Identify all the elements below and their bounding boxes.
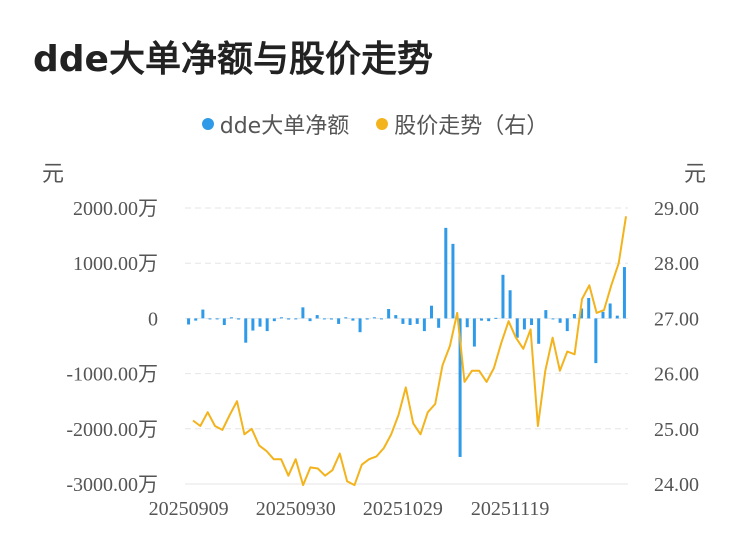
bar [344,317,348,319]
bar [508,290,512,319]
right-axis-tick-label: 27.00 [654,308,699,330]
right-axis-tick-label: 29.00 [654,198,699,220]
bar [329,318,333,320]
bar [422,318,426,332]
x-axis-tick-label: 20251119 [471,498,550,520]
bar [265,318,269,332]
bar [444,227,448,319]
legend-label-dde: dde大单净额 [219,114,350,139]
bar [551,318,555,320]
bar [544,310,548,319]
bar [215,318,219,320]
chart-legend: dde大单净额 股价走势（右） [0,108,750,140]
bar [515,318,519,338]
bar [587,297,591,319]
bar [594,318,598,364]
bar [487,318,491,322]
bar [229,317,233,319]
bar [608,303,612,319]
bar [208,318,212,320]
x-axis-tick-label: 20251029 [363,498,443,520]
left-axis-tick-label: -1000.00万 [66,364,158,386]
bar [387,309,391,319]
bar [315,315,319,319]
bar [472,318,476,347]
chart-title: dde大单净额与股价走势 [33,39,433,80]
bar [237,318,241,320]
left-axis-tick-label: -3000.00万 [66,474,158,496]
bar [358,318,362,333]
bar [480,318,484,321]
bar [565,318,569,332]
bar [379,318,383,320]
bar [601,311,605,319]
x-axis-tick-label: 20250909 [149,498,229,520]
bar [187,318,191,325]
bar [558,318,562,323]
right-axis-tick-label: 24.00 [654,474,699,496]
bar [415,318,419,324]
bar [258,318,262,327]
left-axis-tick-label: 1000.00万 [73,253,158,275]
legend-dot-dde [201,118,214,130]
legend-dot-price [376,118,389,130]
bar [501,274,505,319]
bar [244,318,248,343]
bar [337,318,341,324]
bar [222,318,226,326]
bar [437,318,441,328]
bar [351,318,355,321]
bar [430,305,434,319]
right-axis-tick-label: 25.00 [654,419,699,441]
right-axis-tick-label: 26.00 [654,364,699,386]
left-axis-unit: 元 [42,162,65,187]
bar [494,317,498,319]
bar [401,318,405,324]
bar [465,318,469,328]
bar [615,315,619,319]
bar [201,309,205,319]
bar [394,315,398,319]
legend-item-price[interactable]: 股价走势（右） [376,108,548,140]
bar [522,318,526,330]
bar [287,318,291,320]
bar [451,243,455,319]
bar [530,318,534,326]
bar [251,318,255,331]
bar [279,317,283,319]
price-line [192,216,627,487]
bar [322,318,326,320]
bar [537,318,541,344]
x-axis-tick-label: 20250930 [256,498,336,520]
bar [372,317,376,319]
bar [572,313,576,319]
bar [580,308,584,319]
left-axis-tick-label: 0 [148,308,158,330]
legend-label-price: 股价走势（右） [394,114,549,139]
bar [294,318,298,320]
bar [365,318,369,320]
bar [308,318,312,322]
right-axis-tick-label: 28.00 [654,253,699,275]
bar [458,318,462,457]
legend-item-dde[interactable]: dde大单净额 [201,108,350,140]
bar [194,318,198,321]
bar [301,307,305,319]
right-axis-unit: 元 [684,162,707,187]
bar [622,267,626,319]
bar [272,318,276,322]
bar [408,318,412,326]
left-axis-tick-label: -2000.00万 [66,419,158,441]
left-axis-tick-label: 2000.00万 [73,198,158,220]
